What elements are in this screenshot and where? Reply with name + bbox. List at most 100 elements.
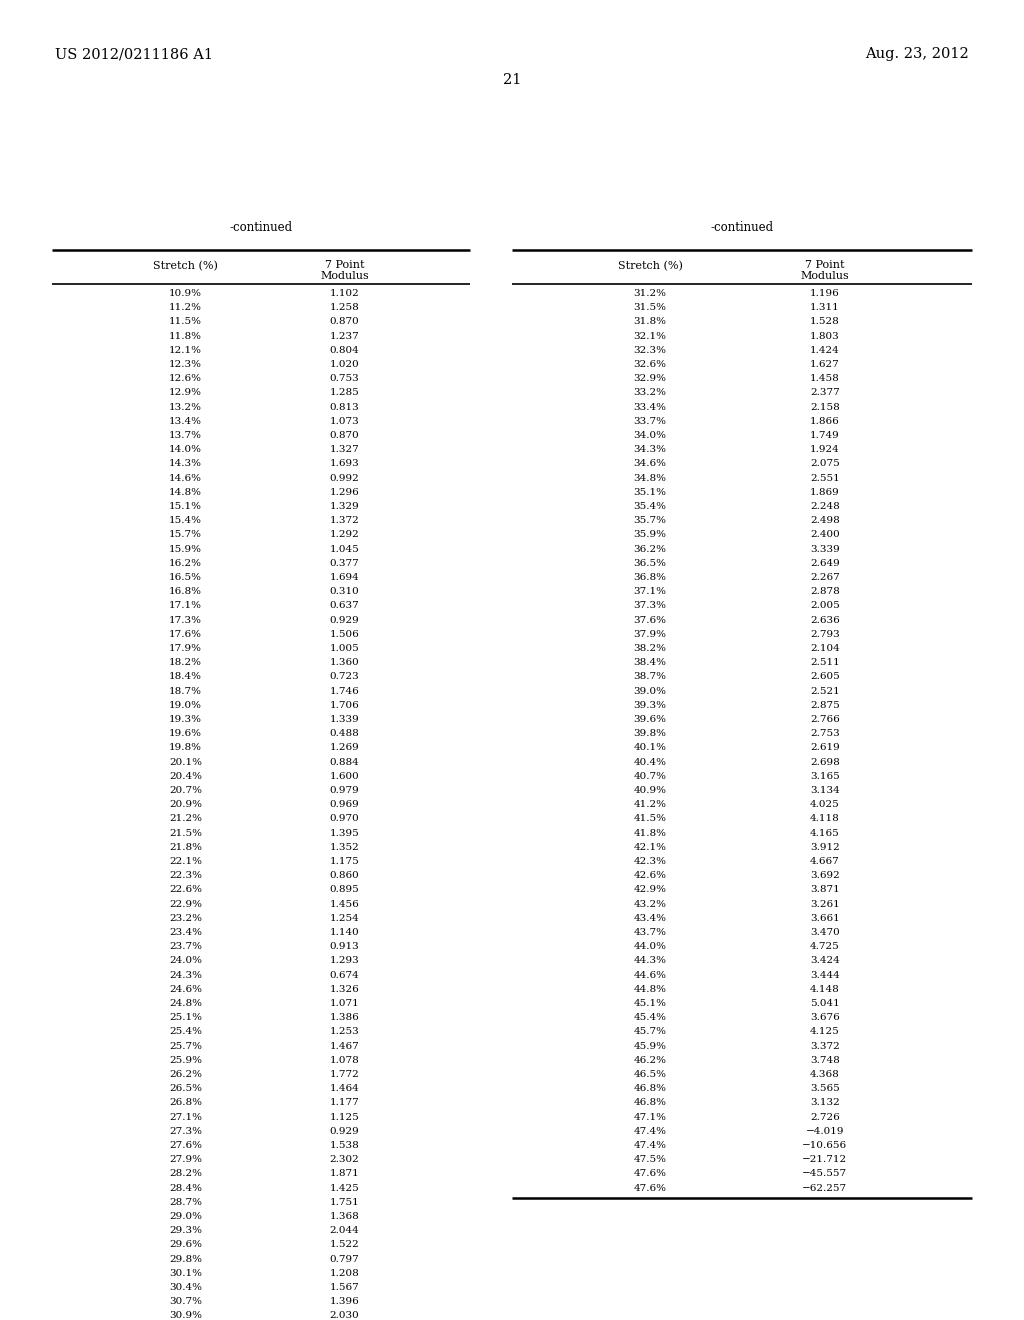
Text: 28.2%: 28.2% [169, 1170, 203, 1179]
Text: 41.2%: 41.2% [634, 800, 667, 809]
Text: 27.3%: 27.3% [169, 1127, 203, 1135]
Text: 3.424: 3.424 [810, 957, 840, 965]
Text: 1.360: 1.360 [330, 659, 359, 667]
Text: 1.296: 1.296 [330, 488, 359, 496]
Text: 36.2%: 36.2% [634, 545, 667, 553]
Text: 1.538: 1.538 [330, 1140, 359, 1150]
Text: 42.6%: 42.6% [634, 871, 667, 880]
Text: 23.2%: 23.2% [169, 913, 203, 923]
Text: 1.386: 1.386 [330, 1014, 359, 1022]
Text: 2.248: 2.248 [810, 502, 840, 511]
Text: 26.8%: 26.8% [169, 1098, 203, 1107]
Text: 46.8%: 46.8% [634, 1084, 667, 1093]
Text: 14.6%: 14.6% [169, 474, 203, 483]
Text: 0.870: 0.870 [330, 317, 359, 326]
Text: 39.3%: 39.3% [634, 701, 667, 710]
Text: 4.148: 4.148 [810, 985, 840, 994]
Text: 1.425: 1.425 [330, 1184, 359, 1192]
Text: 0.723: 0.723 [330, 672, 359, 681]
Text: 1.258: 1.258 [330, 304, 359, 313]
Text: 30.4%: 30.4% [169, 1283, 203, 1292]
Text: 17.9%: 17.9% [169, 644, 203, 653]
Text: 3.339: 3.339 [810, 545, 840, 553]
Text: 32.1%: 32.1% [634, 331, 667, 341]
Text: 0.870: 0.870 [330, 432, 359, 440]
Text: 7 Point: 7 Point [325, 260, 365, 271]
Text: 3.470: 3.470 [810, 928, 840, 937]
Text: 40.7%: 40.7% [634, 772, 667, 781]
Text: 31.2%: 31.2% [634, 289, 667, 298]
Text: 32.6%: 32.6% [634, 360, 667, 370]
Text: 3.565: 3.565 [810, 1084, 840, 1093]
Text: 1.196: 1.196 [810, 289, 840, 298]
Text: 2.521: 2.521 [810, 686, 840, 696]
Text: 24.3%: 24.3% [169, 970, 203, 979]
Text: 33.4%: 33.4% [634, 403, 667, 412]
Text: 23.7%: 23.7% [169, 942, 203, 952]
Text: 0.804: 0.804 [330, 346, 359, 355]
Text: 1.177: 1.177 [330, 1098, 359, 1107]
Text: 33.2%: 33.2% [634, 388, 667, 397]
Text: 24.0%: 24.0% [169, 957, 203, 965]
Text: 25.7%: 25.7% [169, 1041, 203, 1051]
Text: 28.7%: 28.7% [169, 1197, 203, 1206]
Text: 18.2%: 18.2% [169, 659, 203, 667]
Text: 15.1%: 15.1% [169, 502, 203, 511]
Text: 3.912: 3.912 [810, 842, 840, 851]
Text: 1.866: 1.866 [810, 417, 840, 426]
Text: 17.3%: 17.3% [169, 615, 203, 624]
Text: 11.5%: 11.5% [169, 317, 203, 326]
Text: 3.134: 3.134 [810, 785, 840, 795]
Text: 1.352: 1.352 [330, 842, 359, 851]
Text: 46.8%: 46.8% [634, 1098, 667, 1107]
Text: 24.8%: 24.8% [169, 999, 203, 1008]
Text: 31.8%: 31.8% [634, 317, 667, 326]
Text: 31.5%: 31.5% [634, 304, 667, 313]
Text: 30.9%: 30.9% [169, 1311, 203, 1320]
Text: 26.2%: 26.2% [169, 1071, 203, 1078]
Text: 1.253: 1.253 [330, 1027, 359, 1036]
Text: 4.125: 4.125 [810, 1027, 840, 1036]
Text: 15.9%: 15.9% [169, 545, 203, 553]
Text: 21.8%: 21.8% [169, 842, 203, 851]
Text: 19.8%: 19.8% [169, 743, 203, 752]
Text: 21: 21 [503, 73, 521, 87]
Text: 44.8%: 44.8% [634, 985, 667, 994]
Text: 30.1%: 30.1% [169, 1269, 203, 1278]
Text: 0.488: 0.488 [330, 729, 359, 738]
Text: 2.605: 2.605 [810, 672, 840, 681]
Text: 1.772: 1.772 [330, 1071, 359, 1078]
Text: 1.078: 1.078 [330, 1056, 359, 1065]
Text: 0.970: 0.970 [330, 814, 359, 824]
Text: 20.1%: 20.1% [169, 758, 203, 767]
Text: 15.7%: 15.7% [169, 531, 203, 540]
Text: -continued: -continued [711, 220, 773, 234]
Text: 3.748: 3.748 [810, 1056, 840, 1065]
Text: 1.073: 1.073 [330, 417, 359, 426]
Text: 2.377: 2.377 [810, 388, 840, 397]
Text: 44.3%: 44.3% [634, 957, 667, 965]
Text: 13.4%: 13.4% [169, 417, 203, 426]
Text: 2.400: 2.400 [810, 531, 840, 540]
Text: 3.661: 3.661 [810, 913, 840, 923]
Text: 47.6%: 47.6% [634, 1184, 667, 1192]
Text: 3.132: 3.132 [810, 1098, 840, 1107]
Text: 30.7%: 30.7% [169, 1298, 203, 1307]
Text: 45.7%: 45.7% [634, 1027, 667, 1036]
Text: US 2012/0211186 A1: US 2012/0211186 A1 [55, 48, 213, 61]
Text: 36.8%: 36.8% [634, 573, 667, 582]
Text: −4.019: −4.019 [806, 1127, 844, 1135]
Text: 3.692: 3.692 [810, 871, 840, 880]
Text: 1.045: 1.045 [330, 545, 359, 553]
Text: 2.766: 2.766 [810, 715, 840, 723]
Text: 2.498: 2.498 [810, 516, 840, 525]
Text: 46.5%: 46.5% [634, 1071, 667, 1078]
Text: 34.8%: 34.8% [634, 474, 667, 483]
Text: 0.969: 0.969 [330, 800, 359, 809]
Text: Aug. 23, 2012: Aug. 23, 2012 [865, 48, 969, 61]
Text: 1.395: 1.395 [330, 829, 359, 838]
Text: 0.929: 0.929 [330, 615, 359, 624]
Text: Modulus: Modulus [801, 271, 849, 281]
Text: 40.1%: 40.1% [634, 743, 667, 752]
Text: 1.456: 1.456 [330, 900, 359, 908]
